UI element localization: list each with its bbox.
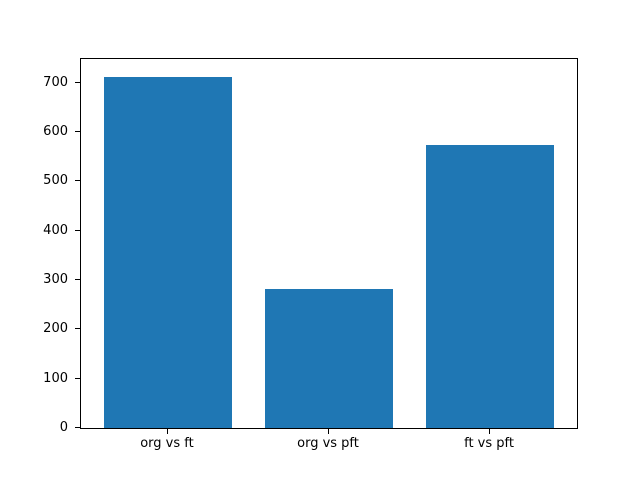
x-tick-mark [328,429,329,434]
y-tick-mark [75,131,80,132]
bar-ft-vs-pft [425,144,555,428]
y-tick-label: 500 [43,173,68,189]
y-tick-label: 200 [43,321,68,337]
y-tick-label: 700 [43,74,68,90]
x-tick-mark [489,429,491,434]
plot-area [80,58,578,429]
bar-org-vs-ft [103,76,233,428]
y-tick-mark [75,81,80,83]
y-tick-label: 100 [43,370,68,386]
x-tick-label: org vs pft [297,436,359,451]
x-tick-mark [166,429,168,434]
y-tick-label: 0 [59,420,68,435]
bars-container [81,59,577,428]
y-tick-mark [75,427,80,428]
y-tick-label: 400 [43,222,68,238]
y-tick-label: 600 [43,124,68,139]
y-tick-mark [75,229,80,231]
y-tick-mark [75,279,80,280]
y-tick-mark [75,377,80,379]
y-tick-mark [75,180,80,182]
bar-org-vs-pft [264,289,394,428]
x-tick-label: ft vs pft [464,436,514,451]
y-tick-label: 300 [43,272,68,287]
y-tick-mark [75,328,80,330]
x-tick-label: org vs ft [140,436,194,451]
